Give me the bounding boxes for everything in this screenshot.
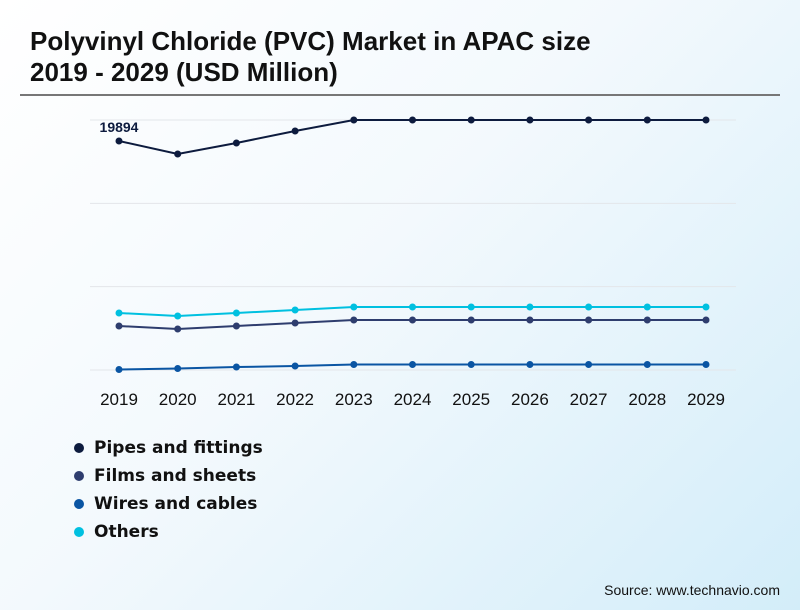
data-point-pipes-and-fittings: [585, 116, 593, 124]
data-point-pipes-and-fittings: [467, 116, 475, 124]
data-point-others: [643, 303, 651, 311]
data-point-pipes-and-fittings: [702, 116, 710, 124]
legend-item: Others: [74, 518, 263, 546]
x-tick-label: 2024: [394, 390, 432, 409]
legend-marker-icon: [74, 527, 84, 537]
data-point-others: [702, 303, 710, 311]
data-point-wires-and-cables: [409, 360, 416, 368]
data-point-others: [174, 312, 182, 320]
legend: Pipes and fittings Films and sheets Wires …: [74, 434, 263, 546]
title-line-1: Polyvinyl Chloride (PVC) Market in APAC …: [30, 26, 591, 56]
data-point-pipes-and-fittings: [350, 116, 358, 124]
legend-item: Films and sheets: [74, 462, 263, 490]
legend-label: Others: [94, 522, 159, 542]
data-point-films-and-sheets: [350, 316, 358, 324]
data-point-others: [232, 309, 240, 317]
source-text: Source: www.technavio.com: [604, 582, 780, 598]
data-point-others: [115, 309, 123, 317]
data-point-films-and-sheets: [643, 316, 651, 324]
data-point-others: [526, 303, 534, 311]
data-point-wires-and-cables: [526, 360, 534, 368]
data-point-films-and-sheets: [232, 322, 240, 330]
data-point-wires-and-cables: [585, 360, 593, 368]
data-point-others: [409, 303, 416, 311]
chart-title: Polyvinyl Chloride (PVC) Market in APAC …: [30, 26, 591, 88]
data-point-films-and-sheets: [115, 322, 123, 330]
data-point-wires-and-cables: [643, 360, 651, 368]
data-point-wires-and-cables: [174, 365, 182, 373]
x-tick-label: 2026: [511, 390, 549, 409]
data-point-others: [585, 303, 593, 311]
legend-marker-icon: [74, 443, 84, 453]
x-tick-label: 2022: [276, 390, 314, 409]
legend-label: Wires and cables: [94, 494, 258, 514]
data-point-wires-and-cables: [467, 360, 475, 368]
legend-label: Pipes and fittings: [94, 438, 263, 458]
data-point-films-and-sheets: [467, 316, 475, 324]
data-point-others: [291, 306, 299, 314]
data-point-others: [467, 303, 475, 311]
data-point-films-and-sheets: [585, 316, 593, 324]
data-point-wires-and-cables: [232, 363, 240, 371]
data-point-wires-and-cables: [350, 360, 358, 368]
x-tick-label: 2025: [452, 390, 490, 409]
data-point-others: [350, 303, 358, 311]
title-line-2: 2019 - 2029 (USD Million): [30, 57, 338, 87]
data-point-pipes-and-fittings: [526, 116, 534, 124]
x-tick-label: 2029: [687, 390, 725, 409]
data-point-films-and-sheets: [291, 319, 299, 327]
data-point-films-and-sheets: [702, 316, 710, 324]
data-point-films-and-sheets: [409, 316, 416, 324]
data-point-pipes-and-fittings: [409, 116, 416, 124]
series-line-pipes-and-fittings: [118, 119, 706, 156]
x-tick-label: 2019: [100, 390, 138, 409]
legend-marker-icon: [74, 499, 84, 509]
x-tick-label: 2027: [570, 390, 608, 409]
line-chart: 2019 2020 2021 2022 2023 2024 2025 2026 2027 2028…: [90, 116, 736, 409]
data-point-pipes-and-fittings: [232, 139, 240, 147]
data-point-wires-and-cables: [702, 360, 710, 368]
x-tick-label: 2028: [628, 390, 666, 409]
data-point-pipes-and-fittings: [115, 137, 123, 145]
legend-label: Films and sheets: [94, 466, 257, 486]
x-tick-label: 2021: [217, 390, 255, 409]
data-point-films-and-sheets: [174, 325, 182, 333]
x-tick-label: 2020: [159, 390, 197, 409]
data-point-wires-and-cables: [115, 366, 123, 374]
legend-item: Wires and cables: [74, 490, 263, 518]
data-point-pipes-and-fittings: [174, 150, 182, 158]
data-label: 19894: [100, 119, 139, 135]
legend-item: Pipes and fittings: [74, 434, 263, 462]
x-tick-label: 2023: [335, 390, 373, 409]
data-point-films-and-sheets: [526, 316, 534, 324]
data-point-pipes-and-fittings: [291, 127, 299, 135]
title-divider: [20, 94, 780, 96]
legend-marker-icon: [74, 471, 84, 481]
data-point-wires-and-cables: [291, 362, 299, 370]
data-point-pipes-and-fittings: [643, 116, 651, 124]
